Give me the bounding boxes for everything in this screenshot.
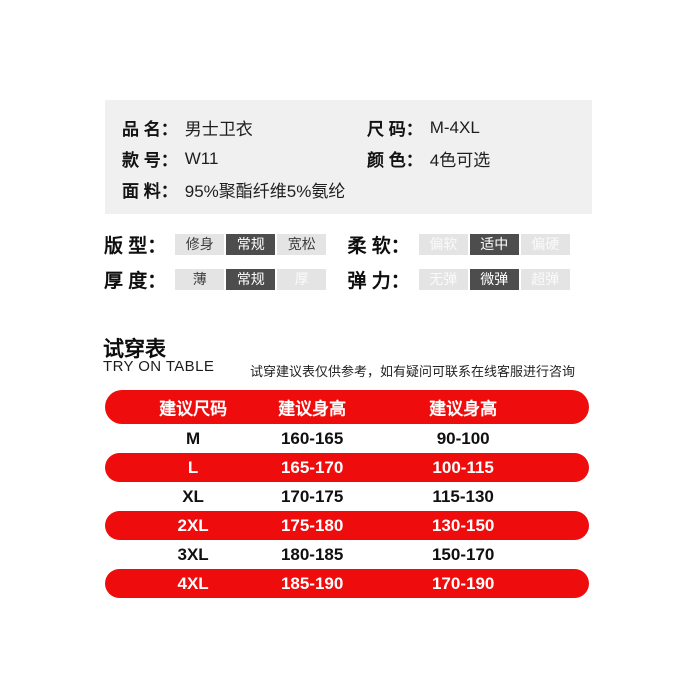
weight-cell: 100-115 xyxy=(432,457,494,477)
size-cell: M xyxy=(185,428,201,448)
attribute-options-thickness: 薄常规厚 xyxy=(175,268,327,290)
height-cell: 165-170 xyxy=(280,457,344,477)
size-cell: XL xyxy=(182,486,204,506)
attribute-option-thickness: 厚 xyxy=(277,268,327,290)
size-table-row-2xl: 2XL 175-180 130-150 xyxy=(105,511,589,540)
height-cell: 180-185 xyxy=(280,544,344,564)
attribute-elasticity: 弹 力： 无弹 微弹 超弹 xyxy=(347,268,592,292)
info-label-product-name: 品 名： xyxy=(122,120,178,139)
info-grid: 品 名： 男士卫衣 尺 码： M-4XL 款 号： W11 颜 色： 4色可选面 料： 95%聚… xyxy=(122,112,592,205)
attribute-fit: 版 型： 修身 常规 宽松 xyxy=(104,233,348,257)
attribute-option-fit-selected: 常规 xyxy=(226,233,276,255)
size-table-header-col2: 建议身高 xyxy=(278,399,347,419)
size-table-row-4xl: 4XL 185-190 170-190 xyxy=(105,569,589,598)
tryon-title: 试穿表 xyxy=(103,338,166,361)
attribute-option-elasticity: 超弹 xyxy=(520,268,570,290)
size-table-row-l: L 165-170 100-115 xyxy=(105,453,589,482)
size-table-row-xl: XL 170-175 115-130 xyxy=(105,482,589,511)
attribute-option-fit: 宽松 xyxy=(277,233,327,255)
info-field-fabric: 面 料： 95%聚酯纤维5%氨纶 xyxy=(122,174,367,205)
attribute-label-elasticity: 弹 力： xyxy=(347,270,410,292)
attribute-label-thickness: 厚 度： xyxy=(104,270,167,292)
size-cell: 3XL xyxy=(177,544,209,564)
attribute-section: 版 型： 修身 常规 宽松柔 软： 偏软 适中 偏硬厚 度： 薄常规厚弹 力： 无弹 微弹 超弹 xyxy=(104,233,592,292)
attribute-options-elasticity: 无弹 微弹 超弹 xyxy=(418,268,570,290)
attribute-option-fit: 修身 xyxy=(175,233,225,255)
size-table: 建议尺码 建议身高 建议身高 M 160-165 90-100 L 165-170 100-1… xyxy=(105,390,589,598)
info-label-color: 颜 色： xyxy=(367,151,423,170)
attribute-option-softness: 偏软 xyxy=(418,233,468,255)
info-value-product-name: 男士卫衣 xyxy=(184,120,253,139)
tryon-note: 试穿建议表仅供参考，如有疑问可联系在线客服进行咨询 xyxy=(250,364,576,379)
info-field-style-number: 款 号： W11 xyxy=(122,143,367,174)
info-label-size-range: 尺 码： xyxy=(367,120,423,139)
height-cell: 160-165 xyxy=(280,428,344,448)
info-field-color: 颜 色： 4色可选 xyxy=(367,143,592,174)
info-value-size-range: M-4XL xyxy=(429,117,480,137)
info-field-product-name: 品 名： 男士卫衣 xyxy=(122,112,367,143)
size-cell: 2XL xyxy=(177,515,209,535)
attribute-softness: 柔 软： 偏软 适中 偏硬 xyxy=(347,233,592,257)
size-table-header-col3: 建议身高 xyxy=(429,399,498,419)
size-table-header-col1: 建议尺码 xyxy=(159,399,228,419)
info-value-fabric: 95%聚酯纤维5%氨纶 xyxy=(184,182,346,201)
size-cell: L xyxy=(187,457,199,477)
height-cell: 185-190 xyxy=(280,573,344,593)
weight-cell: 130-150 xyxy=(431,515,495,535)
weight-cell: 150-170 xyxy=(431,544,495,564)
attribute-option-thickness: 薄 xyxy=(175,268,225,290)
product-info-box: 品 名： 男士卫衣 尺 码： M-4XL 款 号： W11 颜 色： 4色可选面 料： 95%聚… xyxy=(105,100,592,214)
attribute-option-softness: 偏硬 xyxy=(520,233,570,255)
info-label-fabric: 面 料： xyxy=(122,182,178,201)
attribute-option-elasticity: 无弹 xyxy=(418,268,468,290)
size-table-row-3xl: 3XL 180-185 150-170 xyxy=(105,540,589,569)
weight-cell: 90-100 xyxy=(436,428,490,448)
weight-cell: 170-190 xyxy=(431,573,495,593)
info-field-size-range: 尺 码： M-4XL xyxy=(367,112,592,143)
info-value-color: 4色可选 xyxy=(429,151,491,170)
size-table-header: 建议尺码 建议身高 建议身高 xyxy=(105,390,589,424)
attribute-thickness: 厚 度： 薄常规厚 xyxy=(104,268,348,292)
attribute-options-fit: 修身 常规 宽松 xyxy=(175,233,327,255)
attribute-option-thickness-selected: 常规 xyxy=(226,268,276,290)
attribute-options-softness: 偏软 适中 偏硬 xyxy=(418,233,570,255)
attribute-label-softness: 柔 软： xyxy=(347,235,410,257)
height-cell: 170-175 xyxy=(280,486,344,506)
attribute-label-fit: 版 型： xyxy=(104,235,167,257)
attribute-option-elasticity-selected: 微弹 xyxy=(469,268,519,290)
size-table-body: M 160-165 90-100 L 165-170 100-115 XL 170-175 11… xyxy=(105,424,589,598)
tryon-subtitle: TRY ON TABLE xyxy=(103,358,215,375)
size-table-row-m: M 160-165 90-100 xyxy=(105,424,589,453)
info-value-style-number: W11 xyxy=(184,148,219,168)
height-cell: 175-180 xyxy=(280,515,344,535)
info-label-style-number: 款 号： xyxy=(122,151,178,170)
size-cell: 4XL xyxy=(177,573,209,593)
weight-cell: 115-130 xyxy=(432,486,494,506)
attribute-option-softness-selected: 适中 xyxy=(469,233,519,255)
